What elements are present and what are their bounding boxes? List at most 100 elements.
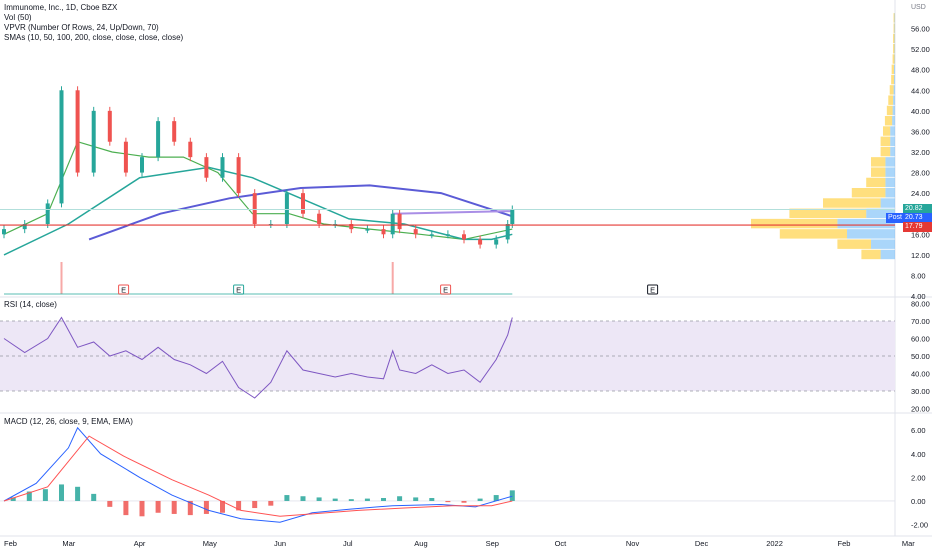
macd-hist-bar bbox=[365, 499, 370, 501]
vpvr-down-bar bbox=[871, 239, 895, 248]
macd-hist-bar bbox=[75, 487, 80, 501]
price-tick-label: 24.00 bbox=[911, 189, 930, 198]
price-tick-label: 12.00 bbox=[911, 251, 930, 260]
month-tick-label: Feb bbox=[838, 539, 851, 548]
sma-line-4 bbox=[393, 211, 513, 214]
main-title: Immunome, Inc., 1D, Cboe BZX bbox=[4, 3, 117, 13]
macd-hist-bar bbox=[172, 501, 177, 514]
macd-tick-label: 4.00 bbox=[911, 450, 926, 459]
candle-body bbox=[237, 157, 241, 193]
month-tick-label: Nov bbox=[626, 539, 640, 548]
macd-legend: MACD (12, 26, close, 9, EMA, EMA) bbox=[4, 417, 133, 427]
month-tick-label: Oct bbox=[555, 539, 568, 548]
vpvr-down-bar bbox=[890, 147, 895, 156]
vpvr-down-bar bbox=[893, 95, 895, 104]
macd-hist-bar bbox=[252, 501, 257, 508]
vpvr-up-bar bbox=[888, 95, 893, 104]
vpvr-up-bar bbox=[881, 137, 891, 146]
sma-legend: SMAs (10, 50, 100, 200, close, close, cl… bbox=[4, 33, 183, 43]
price-tick-label: 48.00 bbox=[911, 66, 930, 75]
vpvr-down-bar bbox=[885, 188, 895, 197]
macd-hist-bar bbox=[413, 497, 418, 501]
macd-hist-bar bbox=[301, 496, 306, 501]
month-tick-label: Feb bbox=[4, 539, 17, 548]
price-tick-label: 36.00 bbox=[911, 127, 930, 136]
vpvr-down-bar bbox=[885, 178, 895, 187]
currency-label: USD bbox=[911, 4, 926, 11]
month-tick-label: Aug bbox=[414, 539, 427, 548]
vpvr-down-bar bbox=[881, 198, 895, 207]
rsi-legend: RSI (14, close) bbox=[4, 300, 57, 310]
macd-hist-bar bbox=[445, 501, 450, 502]
candle-body bbox=[446, 234, 450, 236]
macd-hist-bar bbox=[284, 495, 289, 501]
candle-body bbox=[285, 193, 289, 224]
macd-hist-bar bbox=[268, 501, 273, 506]
vpvr-down-bar bbox=[885, 167, 895, 176]
candle-body bbox=[2, 229, 6, 234]
candle-body bbox=[140, 157, 144, 172]
rsi-tick-label: 30.00 bbox=[911, 387, 930, 396]
vpvr-down-bar bbox=[892, 116, 895, 125]
vpvr-up-bar bbox=[883, 126, 890, 135]
macd-hist-bar bbox=[204, 501, 209, 514]
vpvr-up-bar bbox=[780, 229, 847, 238]
candle-body bbox=[108, 111, 112, 142]
candle-body bbox=[221, 157, 225, 178]
macd-hist-bar bbox=[510, 490, 515, 501]
macd-hist-bar bbox=[123, 501, 128, 515]
candle-body bbox=[365, 229, 369, 231]
macd-tick-label: 0.00 bbox=[911, 497, 926, 506]
candle-body bbox=[60, 90, 64, 203]
rsi-tick-label: 80.00 bbox=[911, 300, 930, 309]
price-tick-label: 56.00 bbox=[911, 25, 930, 34]
vpvr-up-bar bbox=[837, 239, 871, 248]
macd-hist-bar bbox=[397, 496, 402, 501]
vpvr-up-bar bbox=[871, 157, 885, 166]
earnings-label: E bbox=[121, 286, 126, 295]
vpvr-up-bar bbox=[892, 65, 894, 74]
red-line-badge: 17.79 bbox=[903, 222, 932, 232]
vpvr-up-bar bbox=[893, 34, 894, 43]
vpvr-down-bar bbox=[890, 126, 895, 135]
macd-hist-bar bbox=[140, 501, 145, 516]
candle-body bbox=[46, 203, 50, 224]
vpvr-up-bar bbox=[894, 23, 895, 32]
vpvr-up-bar bbox=[852, 188, 886, 197]
candle-body bbox=[382, 229, 386, 234]
earnings-marker-0: E bbox=[119, 285, 129, 295]
macd-hist-bar bbox=[59, 484, 64, 501]
vpvr-up-bar bbox=[751, 219, 837, 228]
earnings-marker-1: E bbox=[234, 285, 244, 295]
price-tick-label: 28.00 bbox=[911, 169, 930, 178]
candle-body bbox=[510, 209, 514, 224]
candle-body bbox=[188, 142, 192, 157]
volume-spike bbox=[392, 262, 394, 294]
rsi-tick-label: 20.00 bbox=[911, 405, 930, 414]
candle-body bbox=[204, 157, 208, 178]
vpvr-down-bar bbox=[885, 157, 895, 166]
vpvr-down-bar bbox=[881, 250, 895, 259]
vpvr-up-bar bbox=[881, 147, 891, 156]
vpvr-up-bar bbox=[823, 198, 881, 207]
price-tick-label: 8.00 bbox=[911, 271, 926, 280]
rsi-tick-label: 50.00 bbox=[911, 352, 930, 361]
macd-hist-bar bbox=[462, 501, 467, 503]
month-tick-label: Jun bbox=[274, 539, 286, 548]
vpvr-legend: VPVR (Number Of Rows, 24, Up/Down, 70) bbox=[4, 23, 159, 33]
earnings-marker-2: E bbox=[441, 285, 451, 295]
month-tick-label: Dec bbox=[695, 539, 709, 548]
earnings-marker-3: E bbox=[648, 285, 658, 295]
price-tick-label: 52.00 bbox=[911, 45, 930, 54]
candle-body bbox=[172, 121, 176, 142]
candle-body bbox=[92, 111, 96, 173]
candle-body bbox=[478, 239, 482, 244]
macd-tick-label: -2.00 bbox=[911, 521, 928, 530]
macd-hist-bar bbox=[333, 499, 338, 501]
month-tick-label: Mar bbox=[62, 539, 75, 548]
vpvr-up-bar bbox=[871, 167, 885, 176]
vpvr-up-bar bbox=[893, 54, 895, 63]
macd-hist-bar bbox=[349, 499, 354, 501]
candle-body bbox=[124, 142, 128, 173]
